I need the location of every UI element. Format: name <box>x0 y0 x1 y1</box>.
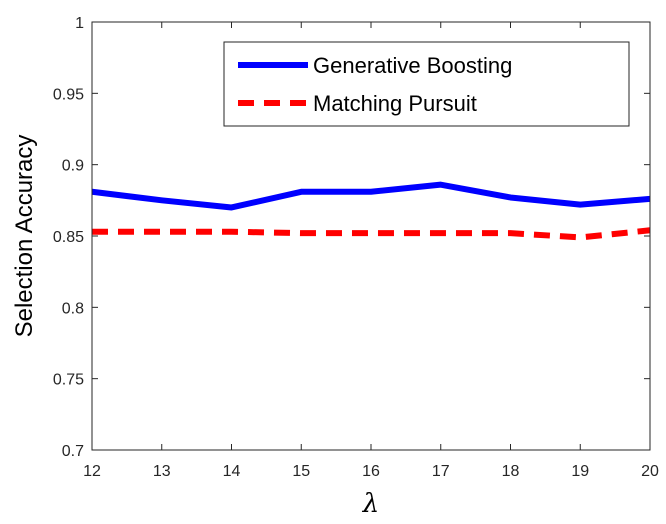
y-axis-label: Selection Accuracy <box>11 135 38 338</box>
x-tick-label: 18 <box>502 463 520 480</box>
x-tick-label: 20 <box>641 463 659 480</box>
y-tick-label: 0.9 <box>62 158 84 175</box>
x-tick-label: 13 <box>153 463 171 480</box>
legend: Generative Boosting Matching Pursuit <box>223 41 630 127</box>
legend-label-generative-boosting: Generative Boosting <box>313 53 512 78</box>
y-tick-label: 1 <box>75 15 84 32</box>
y-tick-label: 0.8 <box>62 300 84 317</box>
legend-label-matching-pursuit: Matching Pursuit <box>313 91 477 116</box>
y-tick-label: 0.7 <box>62 443 84 460</box>
series-layer <box>91 181 651 241</box>
x-tick-label: 15 <box>292 463 310 480</box>
x-axis-label: λ <box>362 489 379 519</box>
y-tick-label: 0.75 <box>53 372 84 389</box>
x-tick-label: 19 <box>571 463 589 480</box>
x-tick-label: 16 <box>362 463 380 480</box>
legend-box <box>223 41 630 127</box>
series-line-matching-pursuit <box>92 227 651 241</box>
x-tick-label: 17 <box>432 463 450 480</box>
y-tick-label: 0.85 <box>53 229 84 246</box>
y-tick-label: 0.95 <box>53 86 84 103</box>
x-tick-label: 14 <box>223 463 241 480</box>
series-line-generative-boosting <box>91 181 651 211</box>
y-axis: 0.7 0.75 0.8 0.85 0.9 0.95 1 <box>53 15 650 460</box>
x-tick-label: 12 <box>83 463 101 480</box>
x-axis: 12 13 14 15 16 17 18 19 20 <box>83 22 659 480</box>
